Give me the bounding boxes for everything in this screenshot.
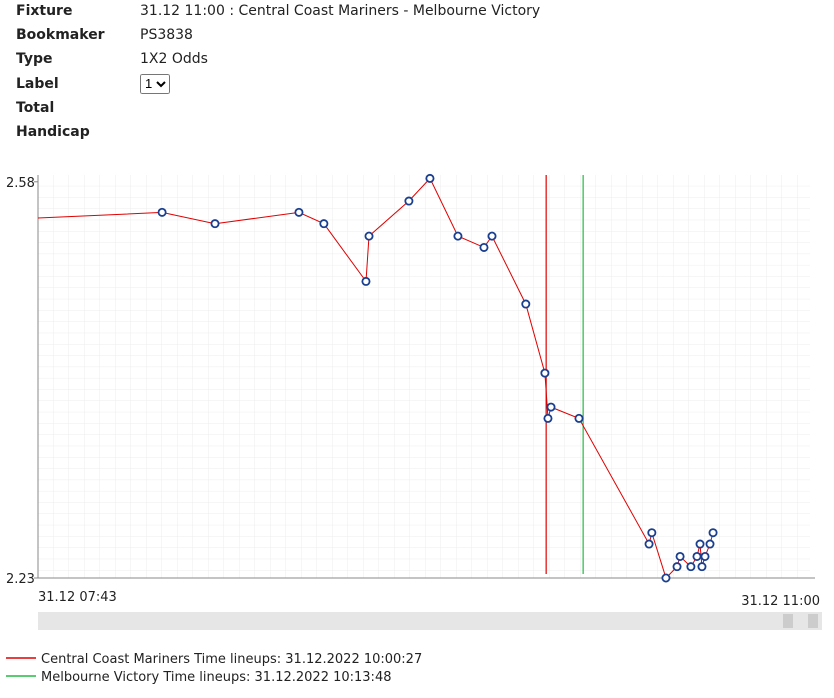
point (672, 562, 682, 572)
point (210, 219, 220, 229)
label-select[interactable]: 1 (140, 73, 170, 94)
point (543, 413, 553, 423)
point (686, 562, 696, 572)
point (521, 299, 531, 309)
scroll-handle[interactable] (808, 614, 818, 628)
point (479, 242, 489, 252)
info-label: Handicap (16, 124, 90, 140)
point (647, 528, 657, 538)
point (695, 539, 705, 549)
point (692, 551, 702, 561)
point (546, 402, 556, 412)
x-start-label: 31.12 07:43 (38, 590, 117, 605)
info-value: PS3838 (140, 27, 193, 44)
point (705, 539, 715, 549)
plot-grid (38, 175, 810, 578)
info-label: Total (16, 99, 55, 116)
point (708, 528, 718, 538)
info-label: Fixture (16, 3, 73, 19)
point (319, 219, 329, 229)
point (404, 196, 414, 206)
legend-label: Melbourne Victory Time lineups: 31.12.20… (41, 670, 391, 685)
point (644, 539, 654, 549)
info-value: 31.12 11:00 : Central Coast Mariners - M… (140, 3, 541, 19)
point (574, 413, 584, 423)
point (487, 231, 497, 241)
point (540, 368, 550, 378)
point (294, 207, 304, 217)
point (700, 551, 710, 561)
info-label: Bookmaker (16, 27, 105, 44)
point (453, 231, 463, 241)
point (157, 207, 167, 217)
y-tick-label: 2.23 (6, 572, 35, 587)
info-label: Label (16, 75, 59, 92)
point (425, 173, 435, 183)
point (361, 276, 371, 286)
point (675, 551, 685, 561)
legend-label: Central Coast Mariners Time lineups: 31.… (41, 652, 422, 667)
x-end-label: 31.12 11:00 (741, 594, 820, 609)
info-value: 1X2 Odds (140, 51, 208, 68)
scroll-handle[interactable] (783, 614, 793, 628)
scrollbar[interactable] (38, 612, 822, 630)
point (661, 573, 671, 583)
y-tick-label: 2.58 (6, 176, 35, 191)
info-label: Type (16, 51, 53, 68)
point (697, 562, 707, 572)
point (364, 231, 374, 241)
